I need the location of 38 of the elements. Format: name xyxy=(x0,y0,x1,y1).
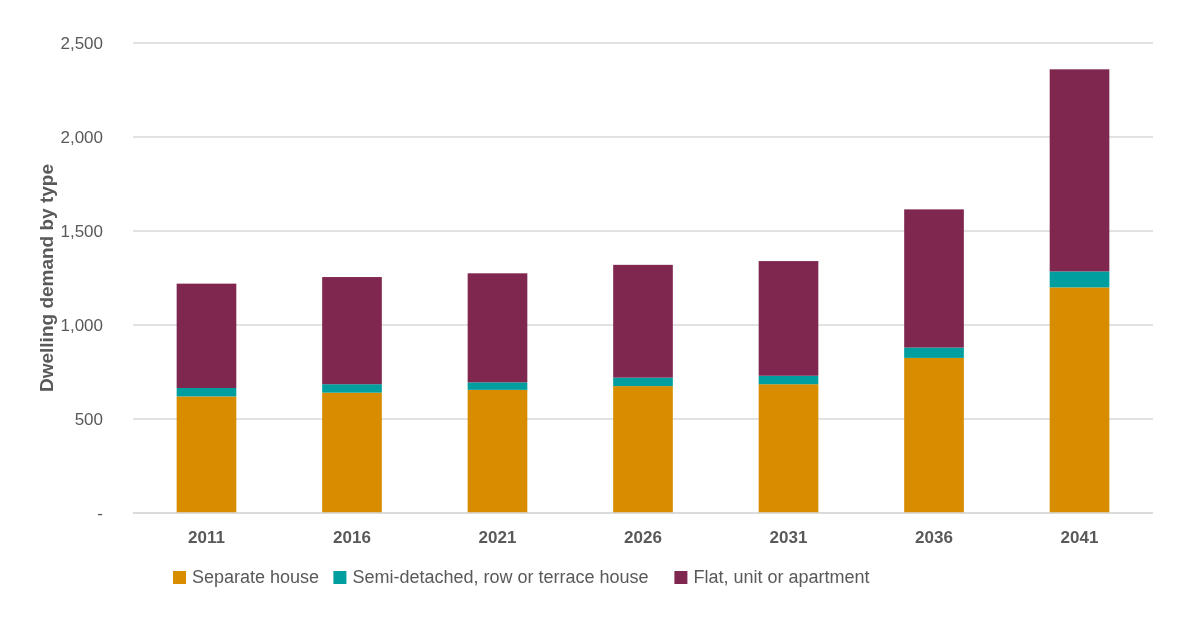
bar xyxy=(904,209,964,348)
y-tick-label: 1,500 xyxy=(60,221,103,241)
y-tick-label: 1,000 xyxy=(60,315,103,335)
bar xyxy=(467,382,528,390)
y-tick-label: 2,000 xyxy=(60,127,103,147)
x-tick-label: 2021 xyxy=(478,528,517,547)
x-tick-label: 2036 xyxy=(915,528,953,547)
bar xyxy=(904,357,964,513)
bar xyxy=(322,384,382,393)
x-tick-label: 2031 xyxy=(769,528,808,547)
bar xyxy=(613,386,673,513)
bar xyxy=(1049,69,1110,272)
y-tick-label: 500 xyxy=(74,409,103,429)
bar xyxy=(467,273,528,383)
y-tick-label: - xyxy=(97,503,103,523)
x-tick-label: 2041 xyxy=(1060,528,1099,547)
x-tick-label: 2026 xyxy=(624,528,662,547)
bar xyxy=(904,347,964,358)
bar xyxy=(758,261,819,376)
bar xyxy=(322,277,382,385)
legend-label: Separate house xyxy=(192,567,320,587)
y-axis-title: Dwelling demand by type xyxy=(36,163,57,393)
bar xyxy=(1049,271,1110,288)
bar xyxy=(176,283,237,388)
legend-label: Flat, unit or apartment xyxy=(693,567,870,587)
y-tick-label: 2,500 xyxy=(60,33,103,53)
bar xyxy=(758,384,819,513)
bar xyxy=(322,392,382,513)
legend-label: Semi-detached, row or terrace house xyxy=(352,567,649,587)
bar xyxy=(176,396,237,513)
x-tick-label: 2016 xyxy=(333,528,371,547)
bar xyxy=(613,264,673,378)
bar xyxy=(467,389,528,513)
bar xyxy=(613,377,673,387)
bar xyxy=(1049,287,1110,513)
bar xyxy=(176,387,237,397)
bar xyxy=(758,375,819,385)
x-tick-label: 2011 xyxy=(188,528,225,547)
